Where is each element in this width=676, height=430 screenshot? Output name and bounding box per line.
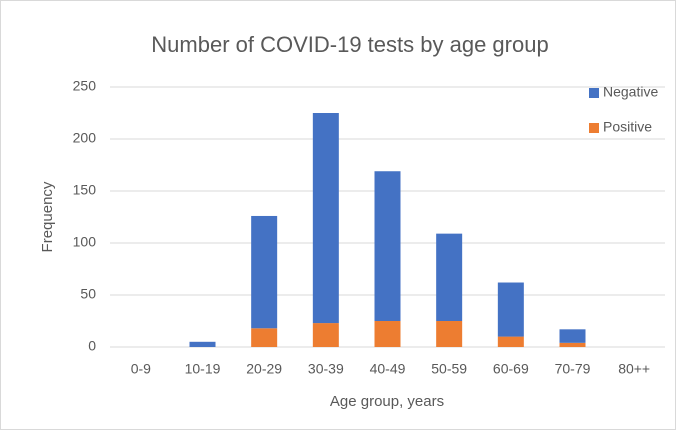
x-tick-label: 50-59 xyxy=(431,361,467,377)
legend-swatch xyxy=(589,123,599,133)
chart-title: Number of COVID-19 tests by age group xyxy=(151,32,548,57)
bar-segment xyxy=(251,215,278,329)
y-tick-label: 0 xyxy=(88,338,96,354)
x-tick-label: 0-9 xyxy=(131,361,151,377)
y-tick-label: 100 xyxy=(73,234,97,250)
legend-label: Negative xyxy=(603,84,658,100)
bar-segment xyxy=(559,329,586,343)
bar-segment xyxy=(436,233,463,321)
bar-segment xyxy=(189,341,216,347)
x-tick-label: 20-29 xyxy=(246,361,282,377)
bar-segment xyxy=(497,336,524,347)
legend-swatch xyxy=(589,88,599,98)
bar-segment xyxy=(251,328,278,347)
x-axis-label: Age group, years xyxy=(330,393,444,410)
x-tick-label: 70-79 xyxy=(555,361,591,377)
x-tick-label: 40-49 xyxy=(370,361,406,377)
bar-segment xyxy=(497,282,524,337)
x-tick-label: 60-69 xyxy=(493,361,529,377)
x-tick-label: 80++ xyxy=(618,361,650,377)
y-tick-label: 200 xyxy=(73,130,97,146)
y-axis-label: Frequency xyxy=(39,181,56,252)
y-tick-label: 50 xyxy=(80,286,96,302)
x-tick-label: 30-39 xyxy=(308,361,344,377)
bar-segment xyxy=(312,323,339,347)
bar-segment xyxy=(559,342,586,347)
bar-segment xyxy=(374,171,401,321)
bar-segment xyxy=(374,321,401,347)
bar-segment xyxy=(312,113,339,324)
y-tick-label: 250 xyxy=(73,78,97,94)
legend-label: Positive xyxy=(603,119,652,135)
y-tick-label: 150 xyxy=(73,182,97,198)
bar-segment xyxy=(436,321,463,347)
x-tick-label: 10-19 xyxy=(185,361,221,377)
